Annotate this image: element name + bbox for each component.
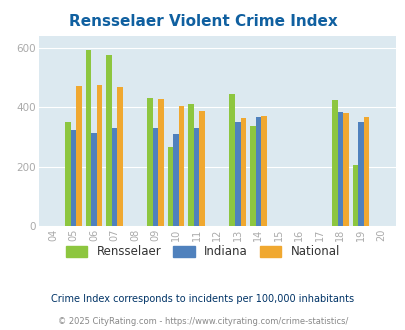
Text: Crime Index corresponds to incidents per 100,000 inhabitants: Crime Index corresponds to incidents per… (51, 294, 354, 304)
Bar (194, 128, 199, 226)
Bar (76, 86, 81, 226)
Bar (158, 99, 164, 226)
Bar (111, 128, 117, 226)
Bar (167, 147, 173, 226)
Bar (357, 122, 363, 226)
Bar (352, 165, 357, 226)
Bar (255, 117, 260, 226)
Bar (188, 105, 194, 226)
Bar (199, 111, 205, 226)
Bar (249, 126, 255, 226)
Bar (331, 100, 337, 226)
Bar (70, 130, 76, 226)
Bar (342, 113, 348, 226)
Bar (152, 128, 158, 226)
Bar (106, 55, 111, 226)
Bar (240, 118, 245, 226)
Bar (179, 106, 184, 226)
Bar (147, 98, 152, 226)
Bar (173, 134, 179, 226)
Bar (85, 50, 91, 226)
Bar (96, 85, 102, 226)
Legend: Rensselaer, Indiana, National: Rensselaer, Indiana, National (61, 241, 344, 263)
Bar (234, 122, 240, 226)
Bar (65, 122, 70, 226)
Bar (117, 87, 123, 226)
Bar (337, 112, 342, 226)
Text: © 2025 CityRating.com - https://www.cityrating.com/crime-statistics/: © 2025 CityRating.com - https://www.city… (58, 317, 347, 326)
Bar (229, 94, 234, 226)
Bar (363, 116, 369, 226)
Bar (91, 133, 96, 226)
Bar (260, 116, 266, 226)
Text: Rensselaer Violent Crime Index: Rensselaer Violent Crime Index (68, 14, 337, 29)
